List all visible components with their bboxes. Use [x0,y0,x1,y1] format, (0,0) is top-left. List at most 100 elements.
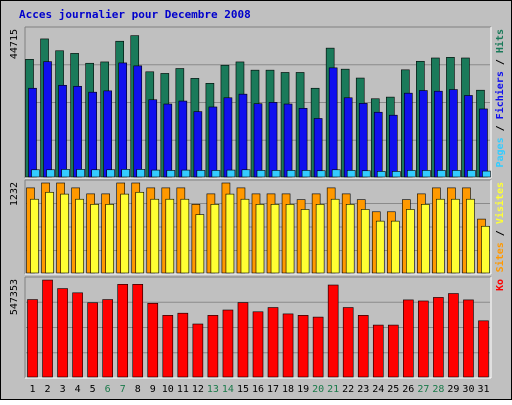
bar-ko-day-10 [162,315,174,378]
bar-fichiers-day-1 [28,87,37,178]
bar-visites-day-8 [135,191,145,274]
bar-visites-day-10 [165,198,175,274]
side-legend: Pages / Fichiers / Hits [494,29,506,168]
bar-visites-day-7 [120,193,130,274]
bar-visites-day-11 [180,198,190,274]
bar-pages-day-2 [46,169,55,178]
bar-fichiers-day-5 [88,91,97,178]
x-axis-labels: 1 2 3 4 5 6 7 8 9 10 11 12 13 14 15 16 17 18 19 20 21 22 23 24 2… [30,384,490,395]
x-tick-label: 8 [135,384,141,395]
bar-pages-day-3 [61,169,70,178]
bar-pages-day-25 [391,171,401,178]
bar-fichiers-day-6 [103,90,112,178]
bar-pages-day-17 [271,170,281,178]
bar-ko-day-30 [463,299,474,378]
x-tick-label: 19 [297,384,309,395]
x-tick-label: 29 [447,384,459,395]
bar-fichiers-day-19 [298,107,308,178]
bar-visites-day-31 [481,225,490,274]
bar-pages-day-18 [286,170,296,178]
x-tick-label: 3 [60,384,66,395]
x-tick-label: 1 [30,384,36,395]
bar-visites-day-23 [360,209,370,274]
x-tick-label: 7 [120,384,126,395]
y-max-label: 44715 [9,29,20,59]
bar-ko-day-8 [132,284,144,378]
bar-visites-day-9 [150,198,160,274]
bar-pages-day-8 [136,169,146,178]
bar-ko-day-20 [312,316,324,378]
x-tick-label: 22 [342,384,354,395]
bar-fichiers-day-13 [208,106,218,178]
bar-ko-day-15 [237,302,249,378]
bar-pages-day-12 [196,170,206,178]
bar-ko-day-16 [252,311,264,378]
bar-pages-day-24 [376,171,386,178]
x-tick-label: 26 [402,384,414,395]
bar-ko-day-25 [387,324,399,378]
x-tick-label: 2 [45,384,51,395]
bar-visites-day-19 [300,209,310,274]
bar-pages-day-29 [452,170,461,178]
bar-ko-day-31 [478,320,489,378]
bar-fichiers-day-31 [479,108,488,178]
bar-ko-day-1 [27,299,38,378]
bar-ko-day-29 [448,293,459,378]
x-tick-label: 18 [282,384,294,395]
bar-fichiers-day-16 [253,103,263,178]
bar-visites-day-12 [195,214,205,274]
bar-fichiers-day-26 [404,92,413,178]
bar-ko-day-18 [282,313,294,378]
bar-fichiers-day-3 [58,84,67,178]
bar-ko-day-13 [207,315,219,378]
side-legend-part: / [495,53,506,71]
bar-pages-day-7 [121,169,131,178]
bar-pages-day-27 [422,170,431,178]
bar-fichiers-day-7 [118,62,128,178]
x-tick-label: 28 [432,384,444,395]
x-tick-label: 30 [462,384,474,395]
side-legend-part: Pages [495,137,506,167]
bar-ko-day-2 [42,279,53,378]
panel-kb: 547353 Ko [9,276,506,379]
bar-ko-day-26 [403,299,414,378]
bar-fichiers-day-14 [223,97,233,178]
x-tick-label: 31 [477,384,489,395]
panel-hits-files-pages: 44715 Pages / Fichiers / Hits [9,26,506,179]
panels-layer: 44715 Pages / Fichiers / Hits 1232 Sites / … [9,26,506,379]
side-legend-part: Hits [494,29,506,53]
bar-ko-day-12 [192,323,204,378]
bar-ko-day-9 [147,302,159,378]
bar-fichiers-day-25 [388,114,398,178]
bar-pages-day-28 [437,170,446,178]
y-max-label: 547353 [9,279,20,315]
bar-fichiers-day-9 [148,99,158,178]
x-tick-label: 20 [312,384,324,395]
side-legend-part: Fichiers [494,71,506,119]
bar-pages-day-14 [226,169,236,178]
bar-ko-day-19 [297,315,309,378]
bar-fichiers-day-30 [464,95,473,178]
bar-pages-day-13 [211,170,221,178]
bar-visites-day-28 [436,198,445,274]
bar-pages-day-5 [91,169,100,178]
bar-ko-day-11 [177,312,189,378]
bar-ko-day-7 [117,284,129,378]
x-tick-label: 25 [387,384,399,395]
bar-fichiers-day-12 [193,111,203,178]
bar-visites-day-17 [270,204,280,274]
bar-visites-day-14 [225,193,235,274]
bar-fichiers-day-20 [313,118,323,178]
bar-visites-day-16 [255,204,265,274]
bar-fichiers-day-8 [133,65,143,178]
bar-visites-day-20 [315,204,325,274]
bar-fichiers-day-17 [268,102,278,178]
bar-fichiers-day-24 [373,111,383,178]
bar-ko-day-3 [57,288,68,378]
bar-visites-day-27 [421,204,430,274]
x-tick-label: 21 [327,384,339,395]
x-tick-label: 17 [267,384,279,395]
bar-fichiers-day-2 [43,61,52,178]
side-legend-part: / [495,224,506,242]
